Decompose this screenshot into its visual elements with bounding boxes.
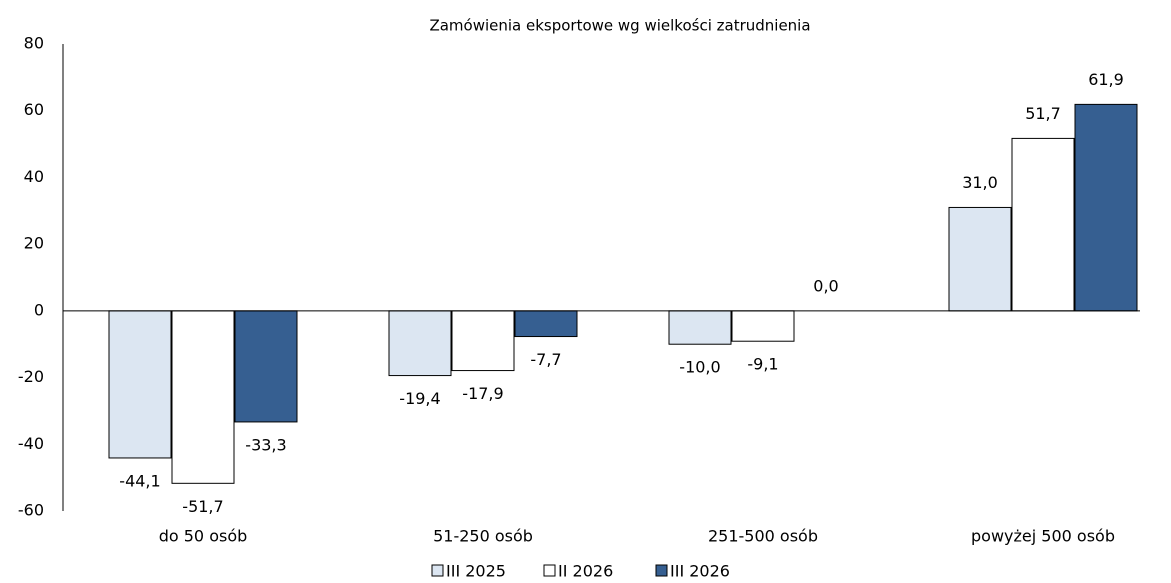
data-label: 0,0 [813,276,838,295]
y-tick-label: 60 [24,100,44,119]
bar [1074,103,1138,312]
data-label: -17,9 [462,384,503,403]
y-tick-label: -20 [18,367,44,386]
legend-label: III 2026 [670,562,730,581]
legend-swatch [655,564,668,577]
y-tick-label: 0 [34,300,44,319]
data-label: 61,9 [1088,70,1124,89]
legend-label: III 2025 [446,562,506,581]
data-label: -44,1 [119,471,160,490]
legend-swatch [431,564,444,577]
x-tick-label: 251-500 osób [708,527,818,546]
data-label: -7,7 [530,350,561,369]
bar [668,310,732,345]
data-label: -51,7 [182,497,223,516]
y-tick-label: -40 [18,434,44,453]
bar [388,310,452,377]
bar [234,310,298,423]
y-tick-label: 80 [24,34,44,53]
legend-swatch [543,564,556,577]
bar [171,310,235,484]
x-tick-label: powyżej 500 osób [971,527,1115,546]
x-tick-label: do 50 osób [159,527,248,546]
data-label: 31,0 [962,173,998,192]
data-label: -33,3 [245,435,286,454]
bar [514,310,578,338]
data-label: 51,7 [1025,104,1061,123]
chart-title: Zamówienia eksportowe wg wielkości zatru… [429,17,810,35]
y-tick-label: 40 [24,167,44,186]
data-label: -19,4 [399,389,440,408]
x-tick-label: 51-250 osób [433,527,533,546]
y-tick-label: 20 [24,234,44,253]
bar [1011,137,1075,312]
bar [731,310,795,342]
legend-label: II 2026 [558,562,613,581]
bar [948,206,1012,312]
bar [108,310,172,459]
bar [451,310,515,372]
data-label: -9,1 [747,355,778,374]
data-label: -10,0 [679,358,720,377]
y-tick-label: -60 [18,501,44,520]
